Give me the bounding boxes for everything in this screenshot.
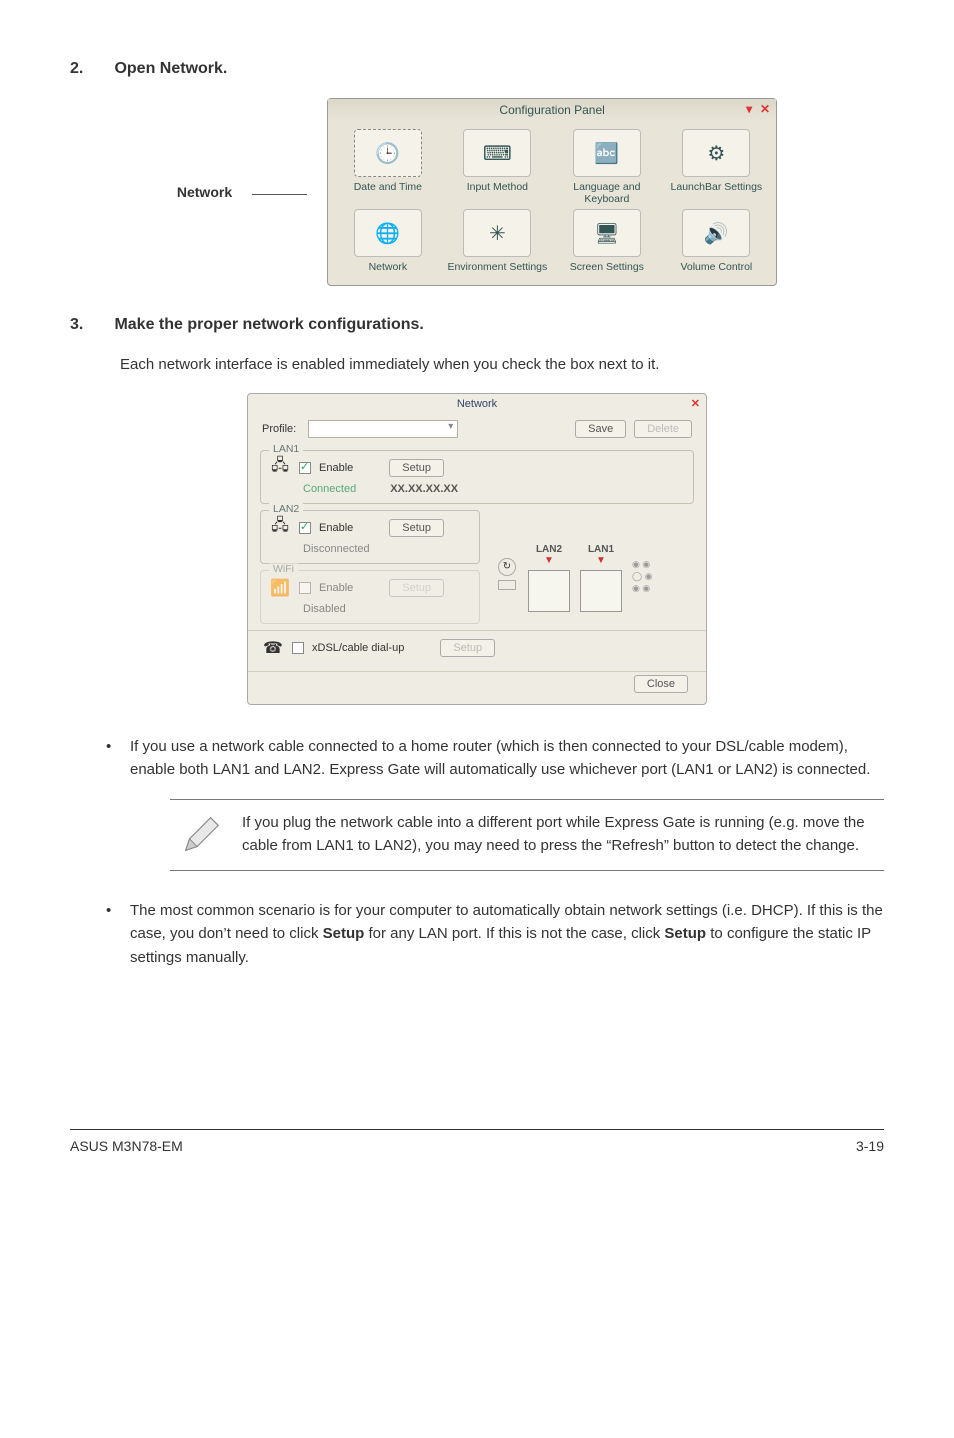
wifi-enable-checkbox — [299, 582, 311, 594]
close-button[interactable]: Close — [634, 675, 688, 693]
bullet-list-2: The most common scenario is for your com… — [106, 899, 884, 969]
dialup-setup-button[interactable]: Setup — [440, 639, 495, 657]
step3-num: 3. — [70, 316, 110, 334]
cp-item-screen[interactable]: 🖥 Screen Settings — [553, 209, 661, 273]
wifi-status: Disabled — [303, 603, 346, 615]
wifi-icon: 📶 — [269, 577, 291, 599]
network-dialog-titlebar: Network ✕ — [248, 394, 706, 414]
lan2-setup-button[interactable]: Setup — [389, 519, 444, 537]
lan1-legend: LAN1 — [269, 443, 303, 455]
step3-title: Make the proper network configurations. — [114, 316, 423, 333]
port-diagram: ↻ LAN2 ▼ LAN1 ▼ ◉ ◉◯ ◉◉ ◉ — [496, 544, 676, 612]
pencil-icon — [178, 812, 224, 858]
keyboard-icon: ⌨ — [463, 129, 531, 177]
bullet-list-1: If you use a network cable connected to … — [106, 735, 884, 782]
launchbar-icon: ⚙ — [682, 129, 750, 177]
lan2-status: Disconnected — [303, 543, 370, 555]
wifi-enable-label: Enable — [319, 582, 353, 594]
page-footer: ASUS M3N78-EM 3-19 — [70, 1129, 884, 1154]
bullet2-part-b: for any LAN port. If this is not the cas… — [364, 925, 664, 942]
network-dialog: Network ✕ Profile: Save Delete LAN1 🖧 En… — [247, 393, 707, 705]
network-pointer-line — [252, 194, 307, 195]
clock-icon: 🕒 — [354, 129, 422, 177]
step3-heading: 3. Make the proper network configuration… — [70, 316, 884, 334]
profile-row: Profile: Save Delete — [248, 414, 706, 444]
config-panel-title-text: Configuration Panel — [499, 103, 604, 117]
lan2-nic-icon: 🖧 — [269, 517, 291, 539]
lan1-status: Connected — [303, 483, 356, 495]
setup-bold-2: Setup — [664, 925, 706, 942]
bullet1: If you use a network cable connected to … — [106, 735, 884, 782]
step3-body: Each network interface is enabled immedi… — [120, 354, 884, 377]
lan2-legend: LAN2 — [269, 503, 303, 515]
profile-select[interactable] — [308, 420, 458, 438]
environment-icon: ✳ — [463, 209, 531, 257]
footer-left: ASUS M3N78-EM — [70, 1138, 183, 1154]
lan1-fieldset: LAN1 🖧 Enable Setup Connected XX.XX.XX.X… — [260, 450, 694, 504]
cp-item-network[interactable]: 🌐 Network — [334, 209, 442, 273]
delete-button[interactable]: Delete — [634, 420, 692, 438]
footer-right: 3-19 — [856, 1138, 884, 1154]
config-panel-figure: Network Configuration Panel ▾ ✕ 🕒 Date a… — [70, 98, 884, 286]
bullet2: The most common scenario is for your com… — [106, 899, 884, 969]
lan1-nic-icon: 🖧 — [269, 457, 291, 479]
volume-icon: 🔊 — [682, 209, 750, 257]
network-pointer-label: Network — [177, 184, 232, 200]
port-lan2-label: LAN2 — [528, 544, 570, 555]
setup-bold-1: Setup — [323, 925, 365, 942]
cp-item-language[interactable]: 🔤 Language and Keyboard — [553, 129, 661, 205]
network-dialog-title: Network — [457, 398, 497, 410]
wifi-setup-button: Setup — [389, 579, 444, 597]
dialup-label: xDSL/cable dial-up — [312, 642, 404, 654]
profile-label: Profile: — [262, 423, 296, 435]
cp-item-inputmethod[interactable]: ⌨ Input Method — [444, 129, 552, 205]
network-dialog-footer: Close — [248, 671, 706, 694]
cp-item-datetime[interactable]: 🕒 Date and Time — [334, 129, 442, 205]
lan2-fieldset: LAN2 🖧 Enable Setup Disconnected — [260, 510, 480, 564]
lan1-ip: XX.XX.XX.XX — [390, 483, 458, 495]
modem-icon: ☎ — [262, 637, 284, 659]
config-panel-grid: 🕒 Date and Time ⌨ Input Method 🔤 Languag… — [328, 121, 776, 285]
step2-heading: 2. Open Network. — [70, 60, 884, 78]
cp-item-volume[interactable]: 🔊 Volume Control — [663, 209, 771, 273]
wifi-fieldset: WiFi 📶 Enable Setup Disabled — [260, 570, 480, 624]
step2-title: Open Network. — [114, 60, 227, 77]
configuration-panel-window: Configuration Panel ▾ ✕ 🕒 Date and Time … — [327, 98, 777, 286]
lan1-enable-label: Enable — [319, 462, 353, 474]
port-lan1-box — [580, 570, 622, 612]
config-panel-titlebar: Configuration Panel ▾ ✕ — [328, 99, 776, 121]
lan2-enable-label: Enable — [319, 522, 353, 534]
close-icon[interactable]: ✕ — [760, 102, 770, 116]
dialup-row: ☎ xDSL/cable dial-up Setup — [248, 630, 706, 665]
minimize-icon[interactable]: ▾ — [746, 102, 752, 116]
note-text: If you plug the network cable into a dif… — [242, 812, 876, 857]
port-lan2-box — [528, 570, 570, 612]
cp-item-launchbar[interactable]: ⚙ LaunchBar Settings — [663, 129, 771, 205]
lan1-setup-button[interactable]: Setup — [389, 459, 444, 477]
wifi-legend: WiFi — [269, 563, 298, 575]
save-button[interactable]: Save — [575, 420, 626, 438]
close-icon[interactable]: ✕ — [691, 397, 700, 410]
lan1-enable-checkbox[interactable] — [299, 462, 311, 474]
screen-icon: 🖥 — [573, 209, 641, 257]
step2-num: 2. — [70, 60, 110, 78]
lan2-enable-checkbox[interactable] — [299, 522, 311, 534]
port-lan1-label: LAN1 — [580, 544, 622, 555]
dialup-checkbox[interactable] — [292, 642, 304, 654]
network-icon: 🌐 — [354, 209, 422, 257]
cp-item-environment[interactable]: ✳ Environment Settings — [444, 209, 552, 273]
note-box: If you plug the network cable into a dif… — [170, 799, 884, 871]
language-icon: 🔤 — [573, 129, 641, 177]
